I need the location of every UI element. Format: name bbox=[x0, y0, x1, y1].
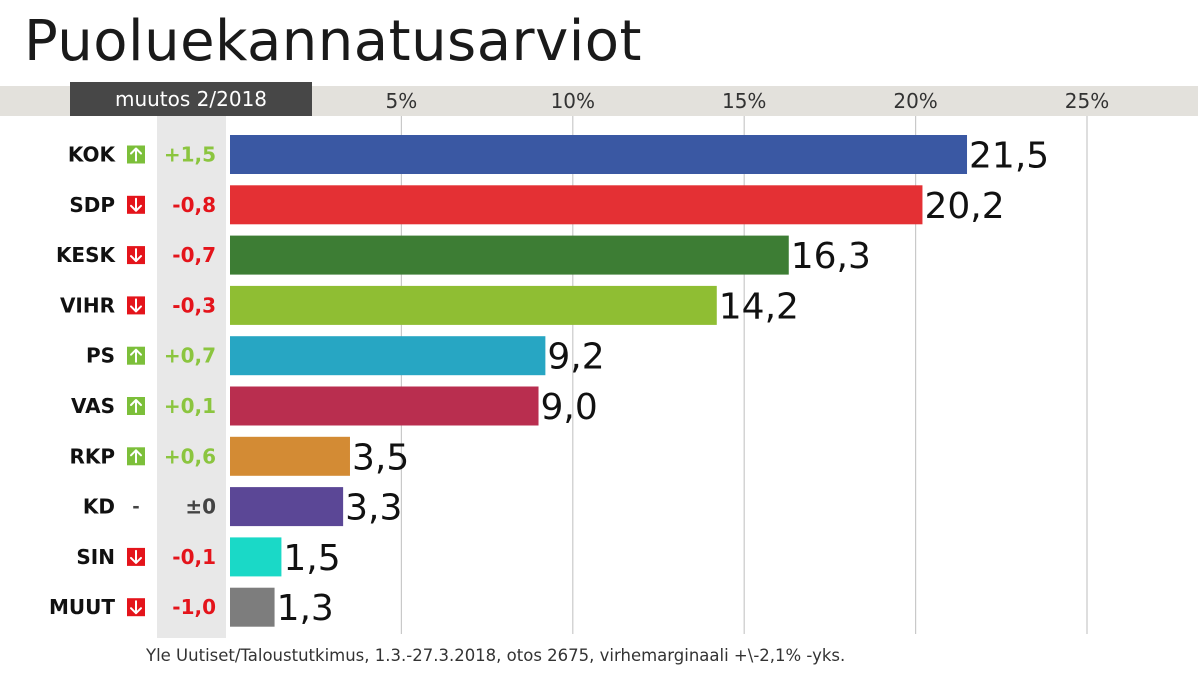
change-value: +0,7 bbox=[164, 344, 216, 368]
party-rows: KOK +1,5 SDP -0,8 KESK -0,7 VIHR -0,3 PS +0,7 VAS +… bbox=[49, 143, 216, 620]
value-label: 9,2 bbox=[547, 337, 604, 378]
x-tick-label: 20% bbox=[893, 89, 937, 113]
bar bbox=[230, 487, 344, 527]
x-tick-label: 5% bbox=[386, 89, 418, 113]
arrow-glyph bbox=[130, 549, 142, 564]
value-label: 1,3 bbox=[277, 588, 334, 629]
arrow-glyph bbox=[130, 248, 142, 263]
value-label: 14,2 bbox=[719, 286, 799, 327]
bar bbox=[230, 185, 923, 225]
bar bbox=[230, 285, 717, 325]
value-label: 20,2 bbox=[924, 186, 1004, 227]
change-value: +0,6 bbox=[164, 444, 216, 468]
value-label: 3,5 bbox=[352, 437, 409, 478]
value-label: 16,3 bbox=[791, 236, 871, 277]
party-label: PS bbox=[86, 344, 115, 368]
value-label: 9,0 bbox=[541, 387, 598, 428]
party-label: MUUT bbox=[49, 595, 115, 619]
party-label: VAS bbox=[71, 394, 115, 418]
value-label: 1,5 bbox=[283, 538, 340, 579]
change-value: +1,5 bbox=[164, 143, 216, 167]
value-label: 21,5 bbox=[969, 136, 1049, 177]
bar bbox=[230, 336, 546, 376]
arrow-glyph bbox=[130, 147, 142, 162]
value-labels: 21,5 20,2 16,3 14,2 9,2 9,0 3,5 3,31,5 1,3 bbox=[277, 136, 1050, 630]
party-label: RKP bbox=[69, 444, 115, 468]
bar bbox=[230, 135, 968, 174]
party-label: KD bbox=[83, 495, 115, 519]
x-tick-label: 15% bbox=[722, 89, 766, 113]
party-label: KOK bbox=[68, 143, 117, 167]
change-value: -0,1 bbox=[172, 545, 216, 569]
party-label: SIN bbox=[76, 545, 115, 569]
change-value: ±0 bbox=[185, 495, 216, 519]
party-label: VIHR bbox=[60, 293, 115, 317]
source-note: Yle Uutiset/Taloustutkimus, 1.3.-27.3.20… bbox=[146, 646, 846, 665]
value-label: 3,3 bbox=[345, 488, 402, 529]
bar bbox=[230, 537, 282, 577]
page-title: Puoluekannatusarviot bbox=[24, 9, 642, 74]
arrow-glyph bbox=[130, 399, 142, 413]
arrow-glyph bbox=[130, 348, 142, 363]
no-change-marker: - bbox=[132, 497, 139, 518]
x-tick-labels: 5% 10% 15% 20% 25% bbox=[386, 89, 1110, 113]
arrow-glyph bbox=[130, 600, 142, 615]
arrow-glyph bbox=[130, 197, 142, 212]
x-tick-label: 10% bbox=[551, 89, 595, 113]
change-value: -0,3 bbox=[172, 293, 216, 317]
change-value: -0,8 bbox=[172, 193, 216, 217]
party-label: KESK bbox=[56, 243, 117, 267]
arrow-glyph bbox=[130, 298, 142, 313]
change-column-header: muutos 2/2018 bbox=[70, 82, 312, 116]
bar bbox=[230, 386, 539, 426]
bar bbox=[230, 436, 350, 476]
change-value: -0,7 bbox=[172, 243, 216, 267]
change-value: -1,0 bbox=[172, 595, 216, 619]
arrow-glyph bbox=[130, 449, 142, 464]
bar bbox=[230, 587, 275, 627]
change-value: +0,1 bbox=[164, 394, 216, 418]
x-tick-label: 25% bbox=[1065, 89, 1109, 113]
change-column-background bbox=[157, 116, 226, 638]
party-label: SDP bbox=[69, 193, 115, 217]
bars bbox=[230, 135, 968, 627]
bar bbox=[230, 235, 789, 275]
